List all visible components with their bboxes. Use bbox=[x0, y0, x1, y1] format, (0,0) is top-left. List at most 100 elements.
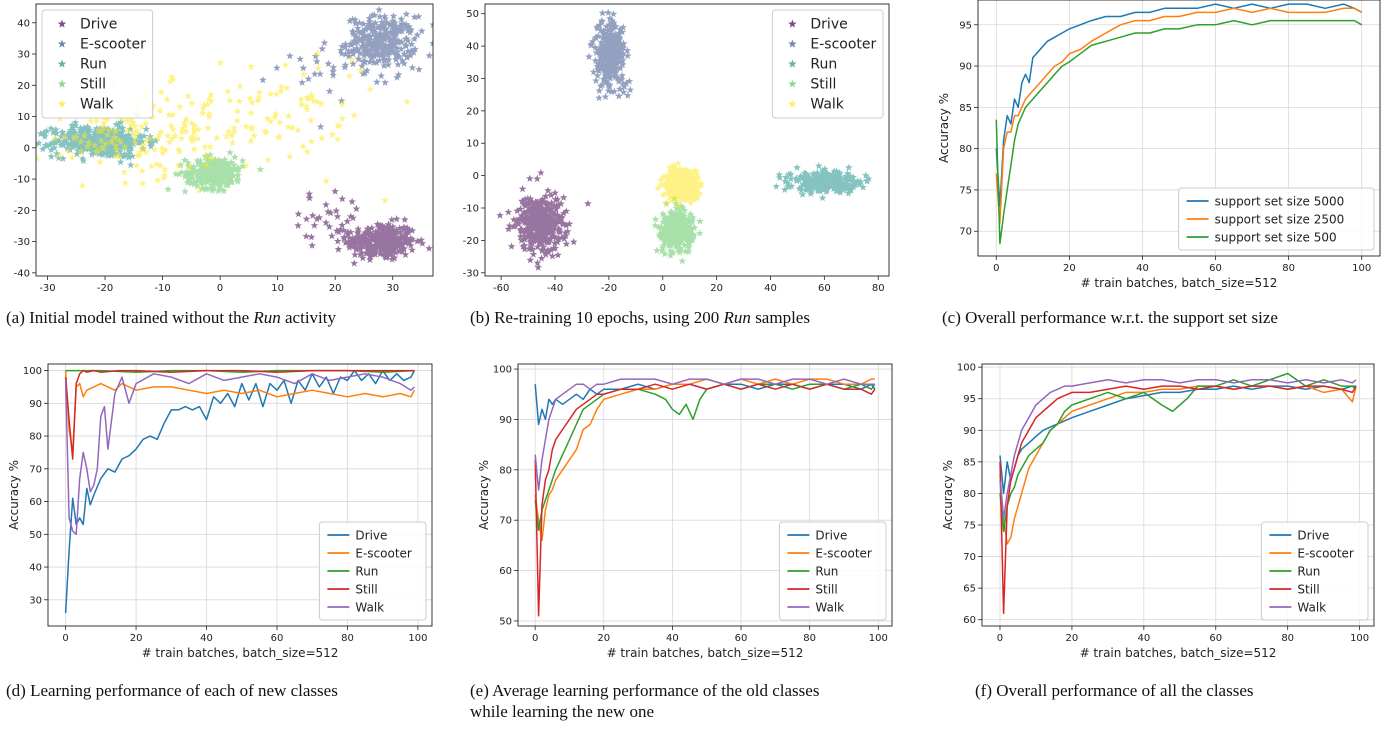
x-tick-label: 100 bbox=[1350, 633, 1369, 644]
y-tick-label: 20 bbox=[466, 106, 479, 117]
y-tick-label: 75 bbox=[963, 520, 976, 531]
legend: support set size 5000 support set size 25… bbox=[1178, 187, 1375, 251]
y-tick-label: 90 bbox=[499, 415, 512, 426]
axes-frame bbox=[47, 363, 433, 627]
x-axis-label: # train batches, batch_size=512 bbox=[1080, 646, 1277, 660]
caption-b-suffix: samples bbox=[750, 308, 810, 327]
legend: Drive E-scooter Run Still Walk bbox=[771, 9, 884, 119]
y-axis-label: Accuracy % bbox=[477, 460, 491, 530]
y-axis-label: Accuracy % bbox=[941, 460, 955, 530]
x-tick-label: -20 bbox=[601, 283, 617, 294]
y-tick-label: 70 bbox=[499, 516, 512, 527]
y-tick-label: 90 bbox=[29, 399, 42, 410]
x-axis-label: # train batches, batch_size=512 bbox=[1081, 276, 1278, 290]
y-tick-label: 60 bbox=[963, 615, 976, 626]
y-tick-label: -10 bbox=[14, 175, 30, 186]
x-tick-label: 0 bbox=[997, 633, 1003, 644]
legend-label: Still bbox=[80, 77, 106, 93]
x-tick-label: 60 bbox=[735, 633, 748, 644]
x-tick-label: -30 bbox=[39, 283, 55, 294]
legend-label: Walk bbox=[80, 97, 114, 113]
caption-a: (a) Initial model trained without the Ru… bbox=[6, 307, 336, 328]
legend: Drive E-scooter Run Still Walk bbox=[41, 9, 154, 119]
caption-a-suffix: activity bbox=[280, 308, 336, 327]
y-tick-label: 75 bbox=[959, 185, 972, 196]
legend-label: Still bbox=[355, 583, 377, 597]
x-tick-label: 80 bbox=[1281, 633, 1294, 644]
chart-panel-f: 0 20 40 60 80 100 60 65 70 75 80 85 90 95 100 # train b… bbox=[930, 360, 1380, 670]
scatter-points-e-scooter bbox=[585, 8, 635, 102]
x-tick-label: -20 bbox=[97, 283, 113, 294]
axes-frame bbox=[35, 3, 434, 277]
series-line-run bbox=[534, 383, 876, 532]
legend-label: E-scooter bbox=[80, 37, 146, 53]
x-axis-label: # train batches, batch_size=512 bbox=[142, 646, 339, 660]
plot-area bbox=[36, 5, 433, 267]
legend-marker bbox=[788, 39, 797, 48]
series-e-scooter bbox=[259, 5, 433, 131]
legend-label: Run bbox=[355, 565, 378, 579]
x-tick-label: 20 bbox=[710, 283, 723, 294]
legend-label: E-scooter bbox=[1297, 547, 1354, 561]
x-tick-label: 60 bbox=[818, 283, 831, 294]
axes-frame bbox=[981, 363, 1375, 627]
series-still bbox=[164, 148, 265, 195]
chart-c-svg: 0 20 40 60 80 100 70 75 80 85 90 95 # train batches,… bbox=[937, 0, 1381, 290]
chart-panel-e: 0 20 40 60 80 100 50 60 70 80 90 100 # train batches… bbox=[470, 360, 900, 670]
legend-label: Drive bbox=[80, 17, 117, 33]
chart-f-svg: 0 20 40 60 80 100 60 65 70 75 80 85 90 95 100 # train b… bbox=[941, 363, 1375, 660]
legend-marker bbox=[57, 99, 67, 108]
y-tick-label: 50 bbox=[499, 616, 512, 627]
x-tick-label: 100 bbox=[1352, 263, 1371, 274]
legend-marker bbox=[57, 39, 67, 48]
caption-e-line1: (e) Average learning performance of the … bbox=[470, 681, 820, 700]
legend-box bbox=[1260, 521, 1369, 621]
y-tick-label: 40 bbox=[466, 42, 479, 53]
x-tick-label: 0 bbox=[532, 633, 538, 644]
scatter-points-still bbox=[164, 148, 265, 195]
y-tick-label: 65 bbox=[963, 584, 976, 595]
axes-frame bbox=[484, 3, 890, 277]
x-tick-label: 40 bbox=[666, 633, 679, 644]
legend-label: Run bbox=[1297, 565, 1320, 579]
y-tick-label: 40 bbox=[17, 18, 30, 29]
y-tick-label: -20 bbox=[463, 236, 479, 247]
series-still bbox=[651, 194, 704, 265]
legend-label: Drive bbox=[355, 529, 387, 543]
legend-marker bbox=[788, 59, 797, 68]
caption-b-italic: Run bbox=[723, 308, 751, 327]
plot-area bbox=[995, 3, 1363, 245]
chart-e-svg: 0 20 40 60 80 100 50 60 70 80 90 100 # train batches… bbox=[477, 363, 893, 660]
legend-label: Drive bbox=[810, 17, 847, 33]
series-line-still bbox=[999, 385, 1357, 615]
scatter-points-still bbox=[651, 194, 704, 265]
x-tick-label: 0 bbox=[660, 283, 666, 294]
chart-d-svg: 0 20 40 60 80 100 30 40 50 60 70 80 90 100 # train bat… bbox=[7, 363, 433, 660]
series-walk bbox=[654, 159, 706, 209]
y-tick-label: 60 bbox=[499, 566, 512, 577]
y-tick-label: 10 bbox=[17, 112, 30, 123]
chart-panel-c: 0 20 40 60 80 100 70 75 80 85 90 95 # train batches,… bbox=[920, 0, 1395, 298]
legend-label: Run bbox=[80, 57, 107, 73]
caption-e: (e) Average learning performance of the … bbox=[470, 680, 819, 722]
legend-label: Walk bbox=[355, 601, 384, 615]
y-tick-label: 100 bbox=[957, 363, 976, 374]
legend-box bbox=[1178, 187, 1375, 251]
y-tick-label: -30 bbox=[14, 237, 30, 248]
legend-label: support set size 2500 bbox=[1215, 213, 1345, 227]
x-tick-label: 100 bbox=[408, 633, 427, 644]
y-tick-label: 0 bbox=[24, 143, 30, 154]
caption-f: (f) Overall performance of all the class… bbox=[975, 681, 1254, 700]
chart-panel-b: -60 -40 -20 0 20 40 60 80 -30 -20 -10 0 10 20 30 40 50 Dr… bbox=[455, 0, 895, 298]
x-tick-label: 20 bbox=[597, 633, 610, 644]
y-tick-label: 80 bbox=[499, 465, 512, 476]
legend-label: Drive bbox=[1297, 529, 1329, 543]
scatter-points-drive bbox=[294, 187, 433, 267]
x-tick-label: 100 bbox=[869, 633, 888, 644]
y-tick-label: 30 bbox=[29, 595, 42, 606]
series-line-e-scooter bbox=[534, 378, 875, 542]
x-tick-label: 20 bbox=[329, 283, 342, 294]
legend: Drive E-scooter Run Still Walk bbox=[778, 521, 887, 621]
series-drive bbox=[294, 187, 433, 267]
caption-b-prefix: (b) Re-training 10 epochs, using 200 bbox=[470, 308, 724, 327]
